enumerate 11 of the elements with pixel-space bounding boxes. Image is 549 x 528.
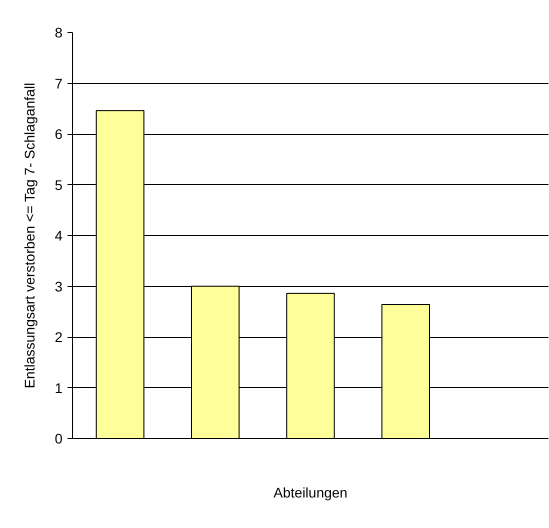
y-tick-label: 0: [54, 430, 63, 446]
x-axis-title: Abteilungen: [274, 484, 348, 500]
y-tick-label: 5: [54, 176, 63, 193]
y-tick-label: 2: [54, 329, 63, 345]
y-tick-label: 8: [54, 24, 63, 40]
y-axis-title: Entlassungsart verstorben <= Tag 7- Schlaganfall: [22, 82, 38, 388]
y-tick-label: 6: [54, 126, 63, 142]
y-tick-label: 7: [54, 75, 63, 92]
y-tick-label: 4: [54, 228, 63, 244]
y-tick-label: 1: [54, 380, 63, 396]
y-tick-label: 3: [54, 278, 63, 294]
